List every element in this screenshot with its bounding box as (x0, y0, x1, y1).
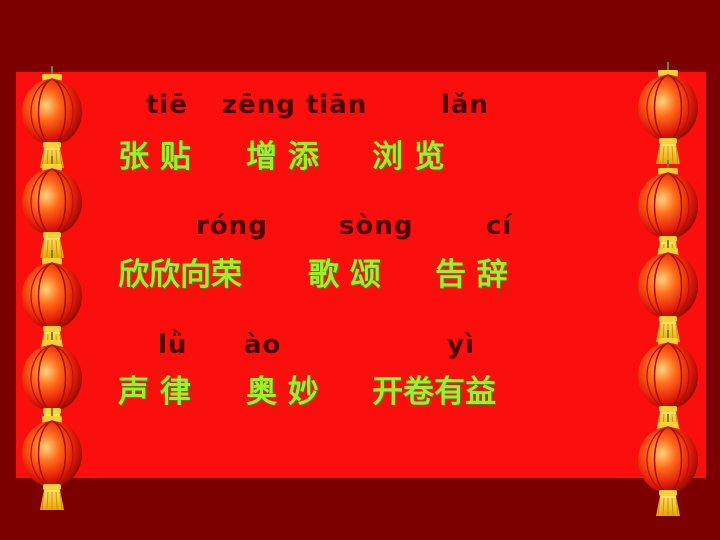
red-lantern-icon (637, 240, 699, 343)
word-zhang-tie: 张 贴 (118, 139, 191, 175)
word-xin-xin-xiang-rong: 欣欣向荣 (118, 257, 242, 293)
word-zeng-tian: 增 添 (246, 139, 319, 175)
content-panel (16, 72, 706, 478)
pinyin-lv: lǜ (158, 330, 188, 360)
pinyin-lan: lǎn (441, 90, 489, 120)
pinyin-rong: róng (196, 211, 268, 241)
word-liu-lan: 浏 览 (372, 139, 445, 175)
red-lantern-icon (21, 156, 83, 259)
word-ao-miao: 奥 妙 (246, 374, 319, 410)
pinyin-tie: tiē (146, 90, 188, 120)
pinyin-ci: cí (486, 211, 513, 241)
red-lantern-icon (637, 414, 699, 517)
word-kai-juan-you-yi: 开卷有益 (372, 374, 496, 410)
word-gao-ci: 告 辞 (435, 257, 508, 293)
pinyin-song: sòng (339, 211, 414, 241)
pinyin-zeng-tian: zēng tiān (222, 90, 368, 120)
word-ge-song: 歌 颂 (308, 257, 381, 293)
pinyin-ao: ào (244, 330, 282, 360)
word-sheng-lv: 声 律 (118, 374, 191, 410)
red-lantern-icon (21, 408, 83, 511)
pinyin-yi: yì (447, 330, 475, 360)
red-lantern-icon (21, 66, 83, 169)
red-lantern-icon (637, 62, 699, 165)
